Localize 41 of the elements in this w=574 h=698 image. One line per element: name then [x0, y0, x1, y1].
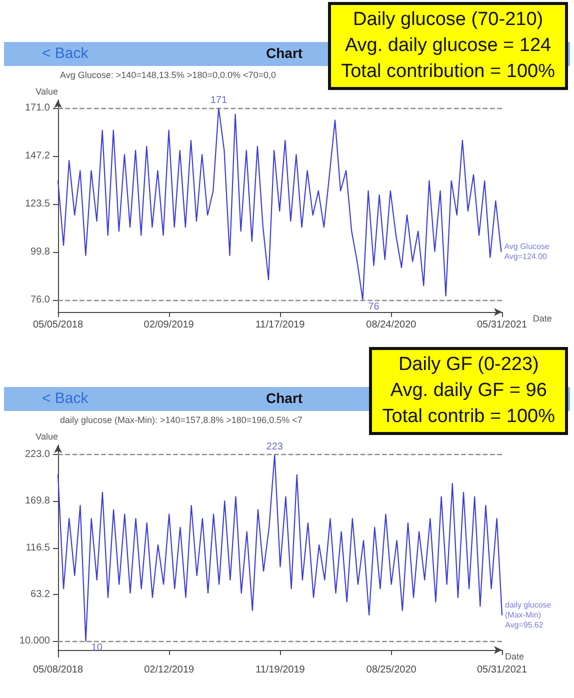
x-tick-label: 08/24/2020 — [366, 320, 417, 330]
y-tick-label: 116.5 — [26, 542, 50, 554]
x-tick-label: 02/09/2019 — [144, 320, 194, 330]
y-tick-label: 169.8 — [24, 496, 50, 507]
y-tick-label: 147.2 — [24, 150, 50, 162]
chart-subtitle: Avg Glucose: >140=148,13.5% >180=0,0.0% <70=0,0 — [60, 70, 276, 80]
y-tick-label: 123.5 — [24, 198, 50, 210]
x-axis-title: Date — [505, 651, 524, 662]
callout-box: Daily glucose (70-210) Avg. daily glucose = 124 Total contribution = 100% — [328, 2, 568, 90]
series-label: Avg Glucose — [504, 242, 550, 251]
series-label: daily glucose (Max-Min) — [505, 600, 554, 620]
x-tick-label: 05/31/2021 — [476, 664, 528, 676]
text: Avg=124.00 — [504, 252, 548, 261]
y-tick-label: 63.2 — [30, 589, 50, 600]
x-tick-label: 05/05/2018 — [32, 320, 84, 330]
x-tick-label: 05/08/2018 — [32, 664, 84, 676]
annotation: 223 — [266, 442, 284, 453]
x-tick-label: 08/25/2020 — [366, 664, 417, 676]
x-tick-label: 05/31/2021 — [476, 320, 528, 330]
annotation: 171 — [210, 95, 228, 106]
y-tick-label: 171.0 — [24, 102, 50, 114]
annotation: 76 — [368, 301, 380, 312]
y-tick-label: 10.000 — [19, 636, 50, 647]
chart-title: Chart — [266, 45, 303, 61]
text: < Back — [42, 45, 88, 62]
chart-subtitle: daily glucose (Max-Min): >140=157,8.8% >180=196,0.5% <7 — [60, 415, 302, 425]
x-tick-label: 11/17/2019 — [255, 320, 306, 330]
text: < Back — [42, 390, 88, 407]
chart-title: Chart — [266, 390, 303, 406]
callout-box: Daily GF (0-223) Avg. daily GF = 96 Total contrib = 100% — [369, 347, 568, 435]
y-tick-label: 223.0 — [24, 449, 50, 460]
x-tick-label: 11/19/2019 — [256, 664, 306, 676]
line-series — [57, 454, 503, 642]
text: Avg=95.62 — [505, 620, 544, 630]
x-tick-label: 02/12/2019 — [144, 664, 195, 676]
y-tick-label: 99.8 — [30, 246, 50, 258]
line-series — [57, 108, 502, 300]
y-tick-label: 76.0 — [30, 294, 50, 306]
y-axis-title: Value — [36, 86, 58, 96]
y-axis-title: Value — [36, 432, 58, 442]
x-axis-title: Date — [532, 314, 552, 324]
